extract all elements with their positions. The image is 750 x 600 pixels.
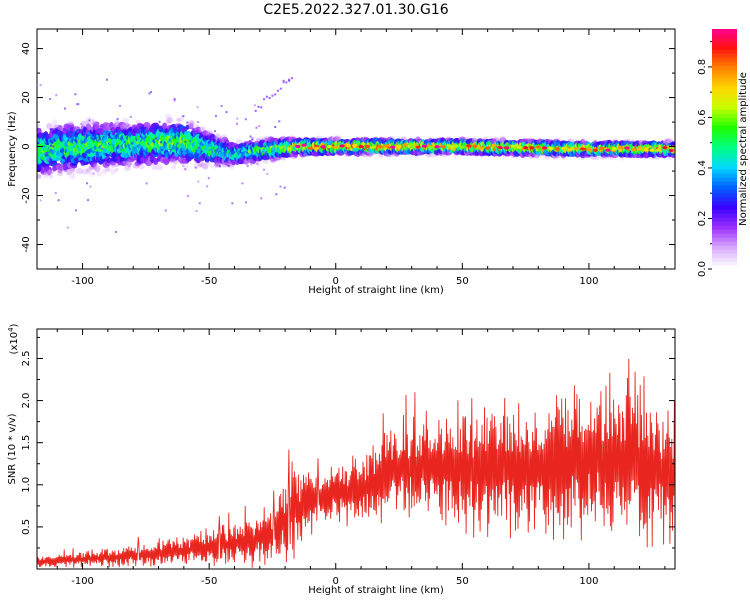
spectrogram-cell: [163, 158, 170, 165]
spectrogram-cell: [46, 123, 53, 130]
spectrogram-cell: [114, 119, 120, 126]
spectrogram-cell: [68, 172, 76, 180]
spectrogram-cell: [93, 165, 101, 172]
spectrogram-cell: [85, 167, 91, 172]
spectrogram-cell: [151, 163, 157, 171]
spectrogram-cell: [105, 166, 111, 172]
spectrogram-cell: [37, 123, 41, 128]
spectrogram-cell: [110, 168, 117, 175]
spectrogram-cell: [114, 167, 119, 173]
spectrogram-cell: [69, 168, 76, 173]
spectrogram-cell: [94, 167, 100, 173]
spectrogram-cell: [126, 160, 132, 168]
spectrogram-cell: [162, 122, 168, 130]
spectrogram-cell: [123, 165, 131, 172]
spectrogram-cell: [85, 120, 92, 125]
spectrogram-cell: [37, 127, 42, 134]
spectrogram-cell: [165, 119, 171, 125]
spectrogram-cell: [102, 122, 110, 127]
spectrogram-cell: [202, 164, 209, 170]
spectrogram-cell: [138, 164, 145, 170]
spectrogram-cell: [164, 113, 172, 120]
spectrogram-cell: [96, 170, 102, 177]
spectrogram-cell: [203, 161, 211, 166]
spectrogram-cell: [166, 116, 174, 124]
spectrogram-cell: [37, 173, 42, 179]
spectrogram-cell: [102, 126, 110, 131]
spectrogram-cell: [197, 163, 203, 168]
spectrogram-cell: [80, 120, 86, 127]
spectrogram-cell: [101, 168, 107, 175]
spectrogram-cells: [37, 77, 675, 233]
spectrogram-cell: [48, 174, 54, 179]
spectrogram-cell: [81, 168, 89, 175]
spectrogram-cell: [188, 123, 194, 130]
spectrogram-cell: [67, 120, 75, 126]
spectrogram-cell: [201, 163, 207, 169]
spectrogram-cell: [85, 168, 92, 175]
spectrogram-cell: [47, 168, 52, 176]
spectrogram-cell: [89, 117, 95, 124]
spectrogram-cell: [176, 117, 181, 122]
spectrogram-cell: [188, 121, 194, 128]
spectrogram-cell: [51, 119, 58, 126]
spectrogram-cell: [122, 118, 129, 123]
spectrogram-cell: [57, 169, 63, 177]
spectrogram-cell: [75, 167, 84, 175]
figure-title: C2E5.2022.327.01.30.G16: [263, 2, 448, 18]
spectrogram-cell: [93, 163, 98, 170]
spectrogram-cell: [47, 169, 55, 175]
spectrogram-cell: [170, 164, 177, 170]
spectrogram-cell: [90, 162, 97, 168]
spectrogram-cell: [65, 169, 72, 176]
spectrogram-cell: [94, 121, 100, 126]
spectrogram-cell: [37, 174, 42, 180]
spectrogram-cell: [172, 159, 178, 165]
spectrogram-cell: [202, 163, 209, 170]
spectrogram-cell: [155, 164, 164, 171]
spectrogram-cell: [195, 126, 201, 132]
spectrogram-cell: [188, 123, 194, 129]
spectrogram-cell: [199, 162, 205, 168]
spectrogram-cell: [57, 124, 63, 131]
spectrogram-cell: [185, 124, 190, 130]
spectrogram-cell: [43, 173, 49, 179]
